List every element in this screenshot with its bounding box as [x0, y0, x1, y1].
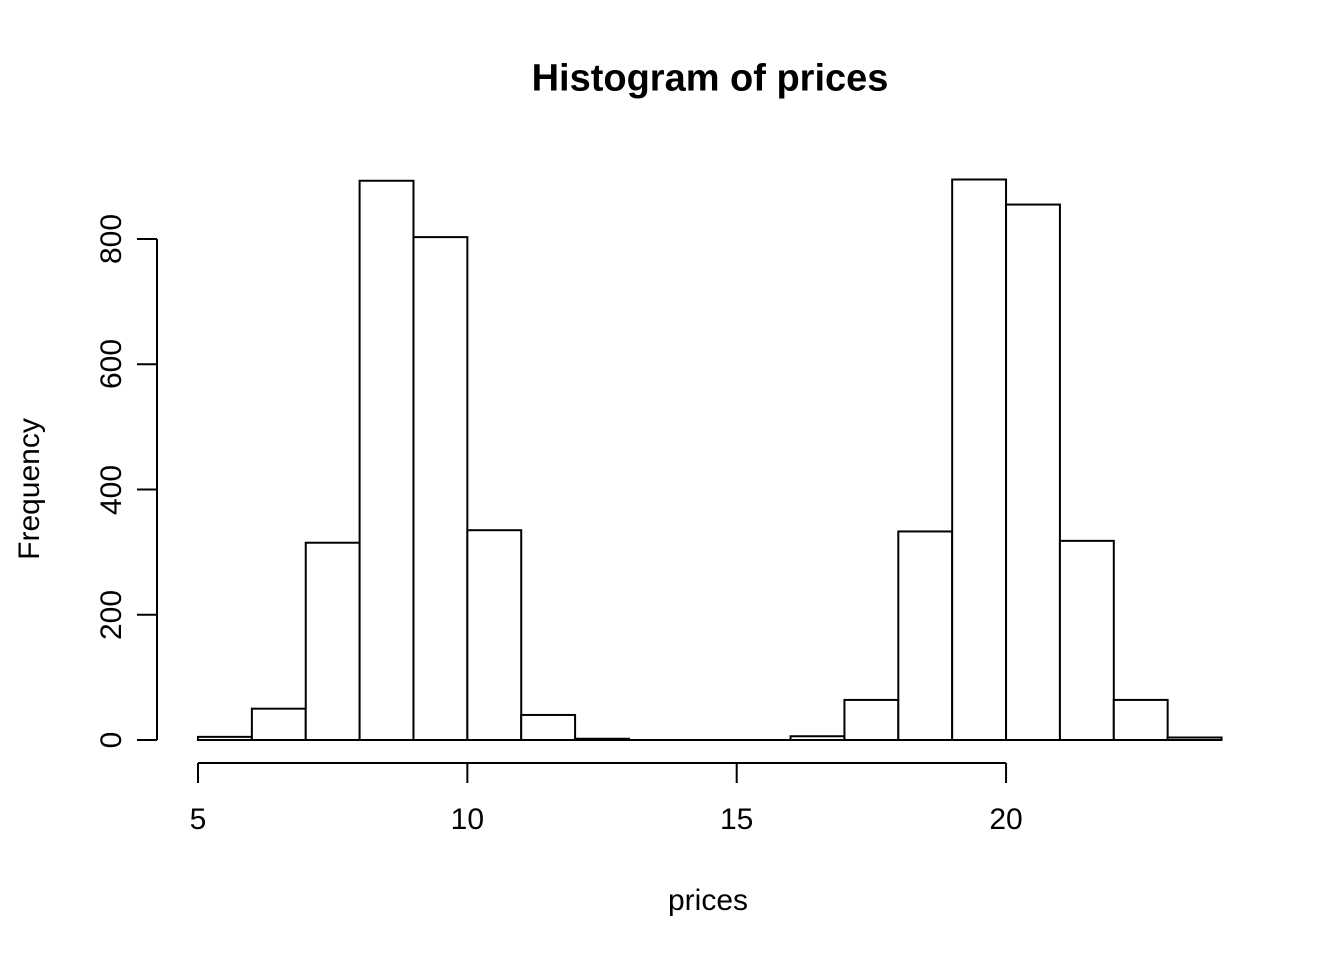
- histogram-bar: [466, 529, 523, 741]
- x-tick-label: 5: [189, 803, 207, 836]
- y-tick-label: 400: [95, 464, 128, 515]
- histogram-bar: [520, 713, 577, 742]
- histogram-bar: [843, 698, 900, 741]
- y-tick-label: 0: [95, 731, 128, 749]
- x-axis-label: prices: [667, 884, 749, 917]
- y-axis-label: Frequency: [13, 418, 46, 560]
- y-tick-label: 800: [95, 213, 128, 265]
- histogram-bar: [951, 178, 1008, 742]
- histogram-bar: [412, 236, 469, 741]
- chart-title: Histogram of prices: [531, 57, 889, 100]
- histogram-bar: [897, 530, 954, 741]
- histogram-bar: [304, 541, 361, 742]
- histogram-bar: [197, 735, 253, 742]
- histogram-bar: [358, 179, 415, 742]
- y-tick-label: 200: [95, 589, 128, 640]
- histogram-bar: [1166, 736, 1223, 741]
- x-tick-label: 20: [989, 803, 1023, 836]
- y-tick-label: 600: [95, 339, 128, 390]
- histogram-bar: [250, 707, 307, 741]
- x-tick-label: 10: [450, 803, 485, 836]
- histogram-bar: [1058, 539, 1115, 741]
- histogram-bar: [1005, 203, 1061, 741]
- histogram-bar: [574, 737, 630, 741]
- histogram-bar: [789, 735, 846, 741]
- histogram-bar: [1112, 698, 1169, 741]
- x-tick-label: 15: [720, 803, 754, 836]
